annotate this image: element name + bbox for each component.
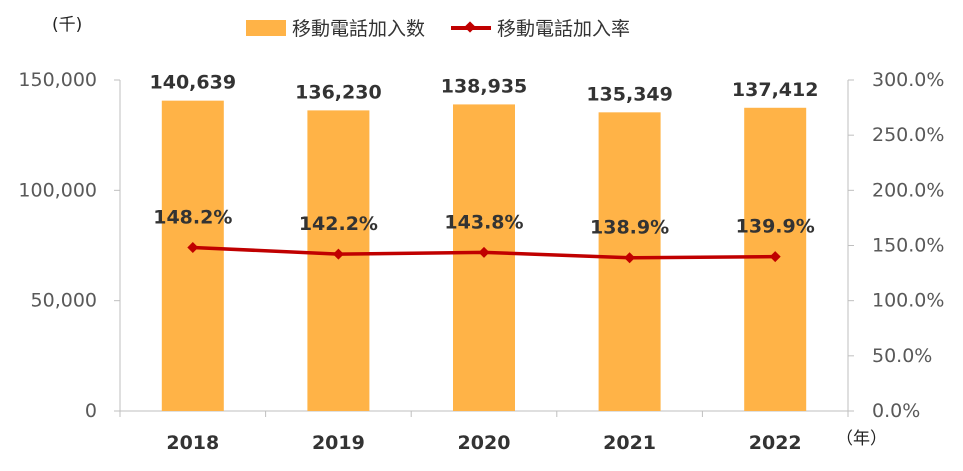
y-left-unit-label: (千) (52, 15, 83, 35)
bar-data-label: 136,230 (295, 81, 382, 103)
line-data-label: 139.9% (736, 216, 815, 238)
line-point (478, 246, 490, 258)
legend-item-bar: 移動電話加入数 (246, 14, 425, 41)
x-tick-label: 2021 (603, 432, 656, 454)
y-left-tick-label: 0 (85, 400, 97, 422)
legend-label-bar: 移動電話加入数 (292, 18, 426, 40)
legend-swatch-line (451, 20, 492, 36)
x-tick-label: 2020 (458, 432, 511, 454)
x-tick-label: 2019 (312, 432, 365, 454)
bar-data-label: 138,935 (441, 75, 528, 97)
x-tick-label: 2018 (166, 432, 219, 454)
line-point (769, 251, 781, 263)
legend: 移動電話加入数 移動電話加入率 (246, 14, 656, 41)
legend-swatch-bar (246, 19, 286, 36)
bar (161, 100, 224, 411)
y-right-tick-label: 250.0% (872, 124, 944, 146)
bar (307, 110, 370, 411)
y-right-tick-label: 50.0% (872, 345, 932, 367)
legend-item-line: 移動電話加入率 (451, 14, 630, 41)
legend-label-line: 移動電話加入率 (497, 18, 631, 40)
y-left-tick-label: 100,000 (18, 179, 97, 201)
bar-data-label: 135,349 (586, 83, 673, 105)
y-left-tick-label: 150,000 (18, 69, 97, 91)
bar-data-label: 137,412 (732, 79, 819, 101)
line-point (187, 241, 199, 253)
y-left-tick-label: 50,000 (31, 290, 97, 312)
y-right-tick-label: 0.0% (872, 400, 920, 422)
x-unit-label: （年） (836, 429, 887, 449)
y-right-tick-label: 100.0% (872, 290, 944, 312)
y-right-tick-label: 150.0% (872, 235, 944, 257)
x-tick-label: 2022 (749, 432, 802, 454)
line-point (624, 252, 636, 264)
line-data-label: 148.2% (153, 206, 232, 228)
line-data-label: 143.8% (444, 211, 523, 233)
line-data-label: 138.9% (590, 217, 669, 239)
y-right-tick-label: 200.0% (872, 179, 944, 201)
bar-data-label: 140,639 (150, 72, 237, 94)
line-data-label: 142.2% (299, 213, 378, 235)
line-point (332, 248, 344, 260)
y-right-tick-label: 300.0% (872, 69, 944, 91)
